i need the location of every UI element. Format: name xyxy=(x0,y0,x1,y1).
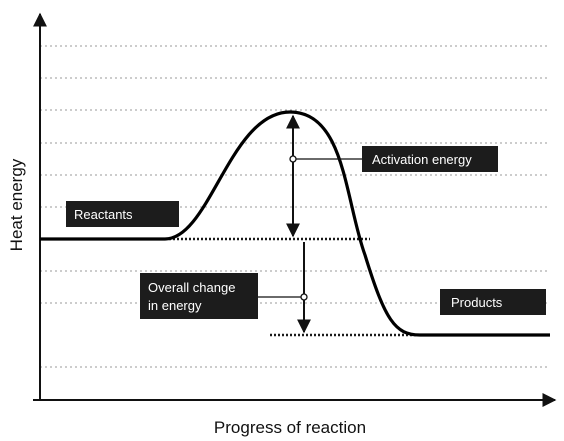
overall-change-label-line1: Overall change xyxy=(148,280,235,295)
products-label: Products xyxy=(451,295,503,310)
energy-curve xyxy=(40,110,550,337)
overall-change-leader-dot xyxy=(300,293,308,301)
activation-energy-label: Activation energy xyxy=(372,152,472,167)
overall-change-label-line2: in energy xyxy=(148,298,202,313)
reactants-label: Reactants xyxy=(74,207,133,222)
activation-leader-dot xyxy=(289,155,297,163)
y-axis-title: Heat energy xyxy=(7,158,26,251)
reactants-tag: Reactants xyxy=(66,201,179,227)
overall-change-tag: Overall change in energy xyxy=(140,273,258,319)
products-tag: Products xyxy=(440,289,546,315)
activation-energy-tag: Activation energy xyxy=(362,146,498,172)
x-axis-title: Progress of reaction xyxy=(214,418,366,437)
